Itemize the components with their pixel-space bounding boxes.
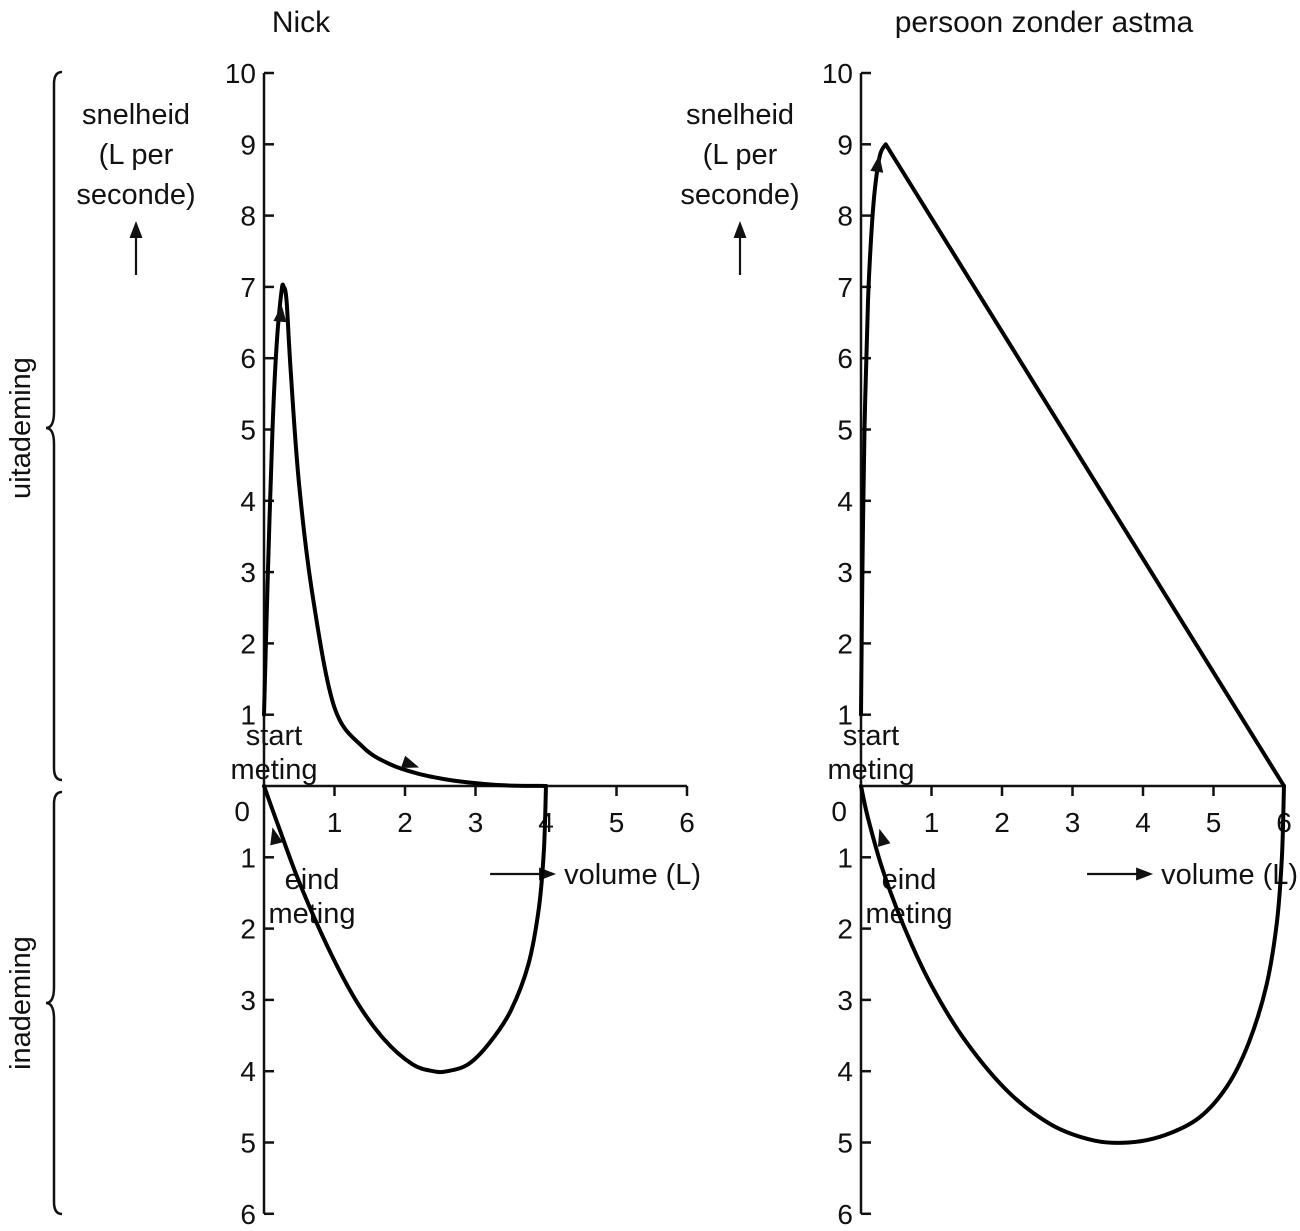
- curve-arrow-end: [877, 828, 891, 847]
- y-tick-label: 10: [225, 58, 256, 89]
- y-tick-label: 8: [837, 201, 853, 232]
- side-label-inademing: inademing: [5, 936, 37, 1070]
- y-tick-label: 4: [837, 486, 853, 517]
- y-tick-label: 1: [240, 842, 256, 873]
- y-tick-label: 6: [837, 343, 853, 374]
- curve-arrow-right: [400, 755, 420, 768]
- start-label-line: start: [843, 720, 899, 752]
- chart-title: Nick: [272, 6, 331, 39]
- brace-upper: [45, 70, 63, 782]
- y-tick-label: 10: [822, 58, 853, 89]
- side-brace-uitademing: uitademing: [5, 70, 63, 782]
- y-axis-label-line: seconde): [680, 179, 799, 211]
- y-tick-label: 0: [234, 796, 250, 827]
- x-axis-label: volume (L): [564, 859, 701, 891]
- series-uitademing: [262, 282, 548, 788]
- y-tick-label: 6: [240, 1199, 256, 1230]
- start-label-line: start: [246, 720, 302, 752]
- side-brace-inademing: inademing: [5, 790, 63, 1216]
- y-tick-label: 7: [837, 272, 853, 303]
- y-tick-label: 3: [837, 557, 853, 588]
- y-tick-label: 1: [240, 700, 256, 731]
- brace-lower: [45, 790, 63, 1216]
- y-tick-label: 5: [240, 1128, 256, 1159]
- x-tick-label: 2: [397, 807, 413, 838]
- y-axis-arrow-head: [733, 221, 747, 238]
- y-tick-label: 4: [240, 1056, 256, 1087]
- y-tick-label: 3: [240, 557, 256, 588]
- x-tick-label: 5: [1206, 807, 1222, 838]
- x-tick-label: 3: [1065, 807, 1081, 838]
- start-label-line: meting: [230, 754, 317, 786]
- y-tick-label: 5: [837, 1128, 853, 1159]
- y-axis-label-line: (L per: [703, 139, 778, 171]
- x-tick-label: 1: [327, 807, 343, 838]
- y-tick-label: 4: [240, 486, 256, 517]
- y-tick-label: 7: [240, 272, 256, 303]
- start-label-line: meting: [827, 754, 914, 786]
- y-tick-label: 1: [837, 842, 853, 873]
- x-tick-label: 3: [468, 807, 484, 838]
- y-axis-arrow-head: [129, 221, 143, 238]
- chart-title: persoon zonder astma: [895, 6, 1194, 39]
- x-axis-label: volume (L): [1161, 859, 1298, 891]
- y-tick-label: 5: [837, 415, 853, 446]
- curve-arrow-up: [870, 154, 884, 173]
- y-tick-label: 9: [837, 129, 853, 160]
- y-tick-label: 6: [240, 343, 256, 374]
- curve-arrow-end: [270, 827, 283, 846]
- y-tick-label: 8: [240, 201, 256, 232]
- x-tick-label: 4: [1135, 807, 1151, 838]
- end-label-line: meting: [865, 898, 952, 930]
- y-axis-label-line: snelheid: [686, 99, 794, 131]
- y-tick-label: 9: [240, 129, 256, 160]
- y-axis-label-line: snelheid: [82, 99, 190, 131]
- x-tick-label: 6: [679, 807, 695, 838]
- y-tick-label: 6: [837, 1199, 853, 1230]
- y-tick-label: 2: [240, 914, 256, 945]
- curve-arrow-up: [273, 304, 287, 323]
- y-tick-label: 2: [837, 914, 853, 945]
- series-inademing: [262, 784, 548, 1075]
- x-tick-label: 5: [609, 807, 625, 838]
- x-axis-arrow-head: [1136, 867, 1154, 881]
- y-axis-label-line: seconde): [76, 179, 195, 211]
- x-tick-label: 2: [994, 807, 1010, 838]
- y-tick-label: 2: [240, 628, 256, 659]
- series-uitademing: [859, 142, 1286, 788]
- chart-panel-2: persoon zonder astma 0 1 2 3 4 5 6 7 8 9 10 1 2 3 4 5 6 1 2…: [680, 6, 1298, 1230]
- y-tick-label: 3: [837, 985, 853, 1016]
- x-tick-label: 1: [924, 807, 940, 838]
- y-tick-label: 3: [240, 985, 256, 1016]
- y-tick-label: 4: [837, 1056, 853, 1087]
- y-tick-label: 2: [837, 628, 853, 659]
- y-tick-label: 5: [240, 415, 256, 446]
- y-axis-label-line: (L per: [99, 139, 174, 171]
- y-tick-label: 0: [831, 796, 847, 827]
- y-tick-label: 1: [837, 700, 853, 731]
- side-label-uitademing: uitademing: [5, 357, 37, 499]
- series-inademing: [859, 784, 1286, 1145]
